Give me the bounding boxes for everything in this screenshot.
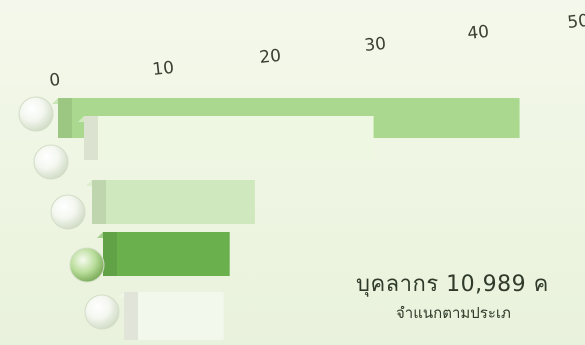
sphere-marker-2 <box>33 144 69 180</box>
caption-main: บุคลากร 10,989 ค <box>356 272 549 297</box>
tick-label-0: 0 <box>48 70 61 91</box>
bar-group-4 <box>69 232 230 283</box>
bar-shade-1 <box>58 98 72 138</box>
bar-4 <box>103 232 230 276</box>
bar-5 <box>124 292 224 340</box>
bar-group-2 <box>33 116 374 180</box>
bar-2 <box>84 116 374 160</box>
sphere-marker-4 <box>69 247 105 283</box>
sphere-marker-1 <box>18 96 54 132</box>
bar-shade-4 <box>103 232 117 276</box>
sphere-marker-5 <box>84 294 120 330</box>
tick-label-10: 10 <box>151 58 175 80</box>
tick-label-30: 30 <box>363 34 387 56</box>
bar-group-3 <box>50 180 255 230</box>
axis-ticks: 0 10 20 30 40 50 <box>48 11 585 91</box>
sphere-marker-3 <box>50 194 86 230</box>
tick-label-20: 20 <box>258 46 282 68</box>
bar-shade-5 <box>124 292 138 340</box>
bar-shade-3 <box>92 180 106 224</box>
bars <box>18 96 520 340</box>
tick-label-40: 40 <box>466 22 490 44</box>
bar-group-5 <box>84 292 224 340</box>
tick-label-50: 50 <box>566 11 585 33</box>
bar-shade-2 <box>84 116 98 160</box>
bar-3 <box>92 180 255 224</box>
caption-sub: จำแนกตามประเภ <box>396 304 511 322</box>
